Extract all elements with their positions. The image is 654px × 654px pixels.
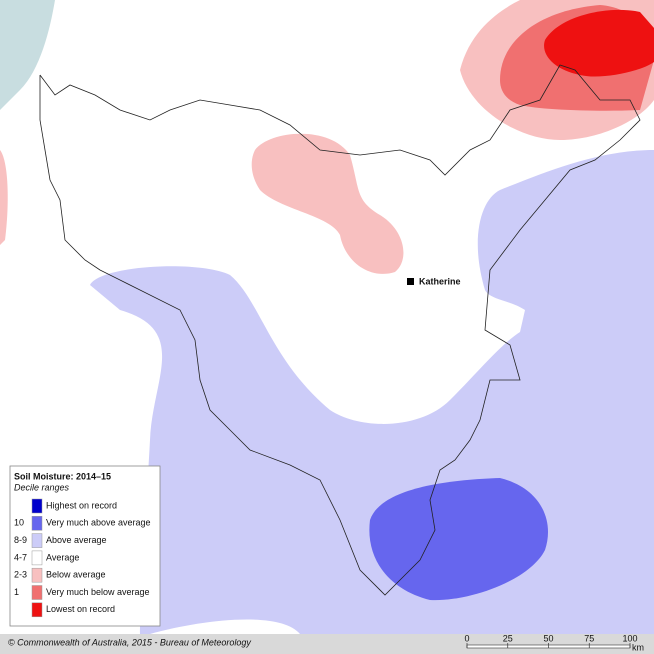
legend-swatch — [31, 498, 43, 514]
legend-label: Lowest on record — [46, 604, 115, 614]
footer-text: © Commonwealth of Australia, 2015 - Bure… — [8, 637, 251, 647]
legend-swatch — [31, 533, 43, 548]
legend-label: Highest on record — [46, 500, 117, 510]
legend-subtitle: Decile ranges — [14, 482, 70, 492]
legend-label: Below average — [46, 570, 106, 580]
scale-tick-label: 100 — [622, 633, 637, 643]
legend-label: Very much below average — [46, 587, 150, 597]
legend-code: 4-7 — [14, 552, 27, 562]
below-average-region — [0, 150, 8, 245]
place-label: Katherine — [419, 276, 461, 286]
ocean — [0, 0, 55, 110]
legend-code: 1 — [14, 587, 19, 597]
legend-label: Very much above average — [46, 518, 151, 528]
scale-tick-label: 0 — [464, 633, 469, 643]
legend-code: 2-3 — [14, 570, 27, 580]
legend-swatch — [31, 567, 43, 583]
legend-label: Average — [46, 552, 79, 562]
catchment-boundary — [39, 64, 641, 596]
town-marker — [407, 278, 414, 285]
legend-code: 8-9 — [14, 535, 27, 545]
legend-swatch — [31, 550, 43, 566]
lowest-on-record-region — [544, 9, 654, 77]
legend: Soil Moisture: 2014–15 Decile ranges Hig… — [9, 465, 161, 627]
legend-swatch — [31, 602, 43, 618]
below-average-region — [251, 133, 404, 274]
footer-bar — [0, 634, 654, 654]
legend-title: Soil Moisture: 2014–15 — [14, 471, 111, 481]
scale-tick-label: 25 — [503, 633, 513, 643]
very-much-above-average-region — [369, 478, 548, 601]
scale-tick-label: 50 — [543, 633, 553, 643]
legend-swatch — [31, 516, 43, 531]
legend-swatch — [31, 585, 43, 600]
scale-tick-label: 75 — [584, 633, 594, 643]
legend-code: 10 — [14, 518, 24, 528]
scale-unit: km — [632, 642, 644, 652]
legend-label: Above average — [46, 535, 107, 545]
